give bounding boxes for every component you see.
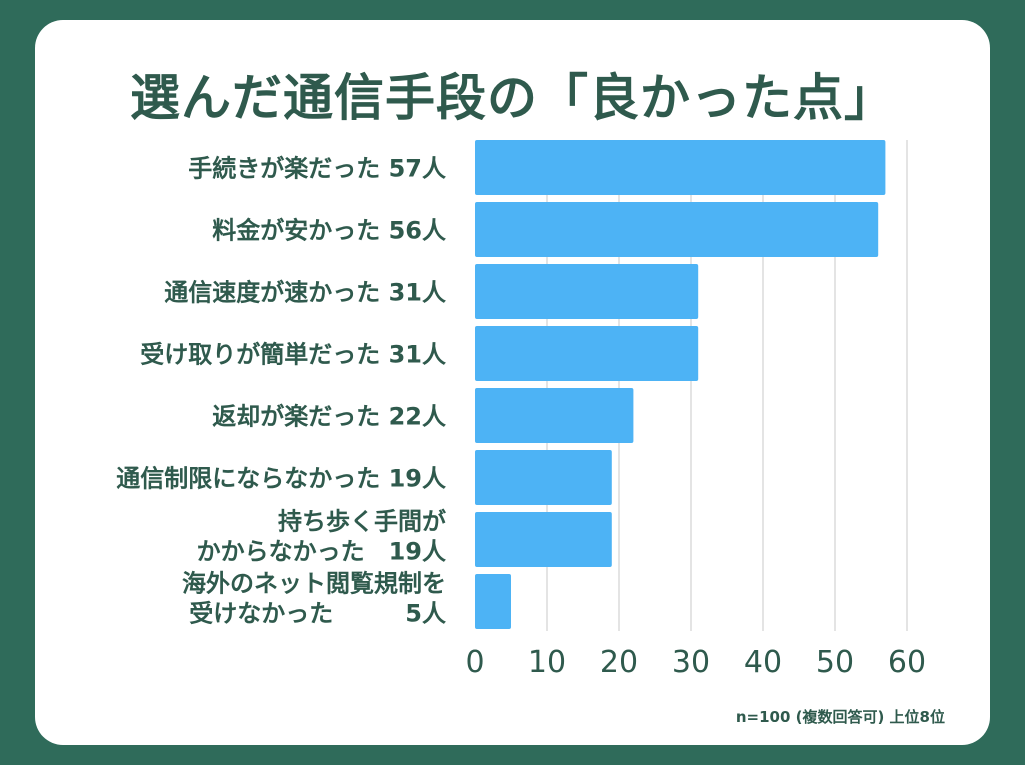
bar [475, 140, 886, 195]
category-label: 海外のネット閲覧規制を [182, 570, 446, 598]
x-tick-label: 60 [888, 645, 926, 680]
category-label: 返却が楽だった 22人 [212, 403, 446, 431]
x-tick-label: 0 [465, 645, 484, 680]
sample-note: n=100 (複数回答可) 上位8位 [735, 708, 945, 726]
x-tick-label: 30 [672, 645, 710, 680]
category-label: 持ち歩く手間が [278, 508, 446, 536]
bar [475, 574, 511, 629]
category-label: 料金が安かった 56人 [212, 217, 446, 245]
chart-title: 選んだ通信手段の「良かった点」 [130, 69, 895, 127]
x-tick-labels: 0 10 20 30 40 50 60 [465, 645, 926, 680]
bar [475, 264, 699, 319]
bar [475, 202, 879, 257]
category-label: 手続きが楽だった 57人 [188, 155, 446, 183]
x-tick-label: 40 [744, 645, 782, 680]
bar [475, 388, 634, 443]
x-tick-label: 10 [528, 645, 566, 680]
bar [475, 512, 612, 567]
bar [475, 450, 612, 505]
category-label: 受けなかった 5人 [189, 600, 446, 628]
category-label: かからなかった 19人 [197, 538, 446, 566]
bars [475, 140, 886, 629]
x-tick-label: 20 [600, 645, 638, 680]
category-label: 受け取りが簡単だった 31人 [140, 341, 446, 369]
bar [475, 326, 699, 381]
x-tick-label: 50 [816, 645, 854, 680]
category-label: 通信制限にならなかった 19人 [116, 465, 446, 493]
category-label: 通信速度が速かった 31人 [164, 279, 446, 307]
